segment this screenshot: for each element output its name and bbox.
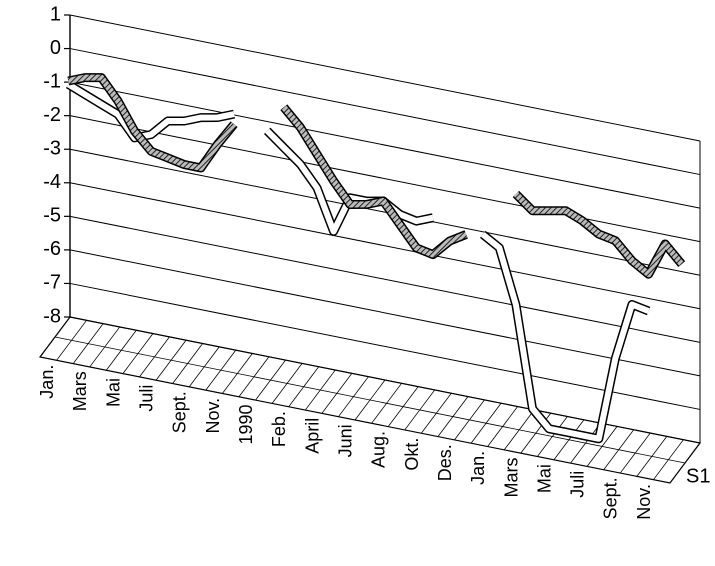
grid-line (69, 316, 701, 444)
ribbon-edge (67, 73, 686, 279)
x-tick-label: Mai (534, 464, 554, 493)
y-tick-label: -7 (43, 272, 61, 294)
y-tick-label: -8 (43, 305, 61, 327)
x-tick-label: Aug. (369, 431, 389, 468)
y-tick-label: -3 (43, 138, 61, 160)
x-tick-label: April (302, 418, 322, 454)
grid-line (69, 282, 701, 410)
x-tick-label: Nov. (634, 484, 654, 520)
x-tick-label: Mars (501, 458, 521, 498)
floor-mid (54, 336, 686, 464)
ribbon (67, 74, 685, 278)
y-tick-label: -5 (43, 205, 61, 227)
grid-line (69, 48, 701, 176)
grid-line (69, 182, 701, 310)
grid-line (69, 115, 701, 243)
grid-line (69, 148, 701, 276)
x-tick-label: Jan. (37, 365, 57, 399)
x-tick-label: Sept. (601, 477, 621, 519)
y-tick-label: -2 (43, 104, 61, 126)
grid-line (69, 14, 701, 142)
grid-line (69, 81, 701, 209)
x-tick-label: Jan. (468, 451, 488, 485)
y-tick-label: -6 (43, 238, 61, 260)
x-tick-label: Nov. (203, 398, 223, 434)
x-tick-label: Sept. (170, 391, 190, 433)
grid-line (69, 215, 701, 343)
x-tick-label: Juli (137, 385, 157, 412)
x-tick-label: Juni (335, 424, 355, 457)
y-tick-label: -4 (43, 171, 61, 193)
x-tick-label: Mars (70, 371, 90, 411)
y-tick-label: 0 (50, 37, 61, 59)
x-tick-label: Feb. (269, 411, 289, 447)
x-tick-label: Juli (568, 471, 588, 498)
x-tick-label: Okt. (402, 438, 422, 471)
grid-line (69, 249, 701, 377)
series-label: S1 (686, 465, 710, 487)
x-tick-label: Des. (435, 444, 455, 481)
x-tick-label: Mai (103, 378, 123, 407)
y-tick-label: -1 (43, 70, 61, 92)
y-tick-label: 1 (50, 3, 61, 25)
x-tick-label: 1990 (236, 404, 256, 444)
